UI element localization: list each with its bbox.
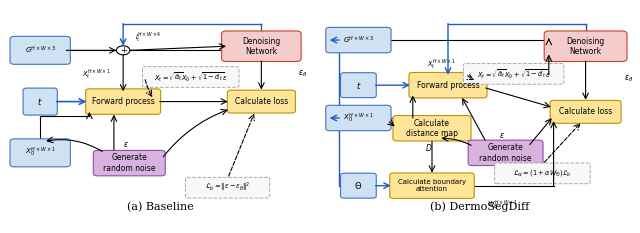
Text: $X_t^{H\times W\times 1}$: $X_t^{H\times W\times 1}$ [81, 67, 111, 81]
FancyBboxPatch shape [393, 116, 471, 141]
Text: $X_t=\sqrt{\bar{\alpha}_t}X_0+\sqrt{1-\bar{\alpha}_t}\epsilon$: $X_t=\sqrt{\bar{\alpha}_t}X_0+\sqrt{1-\b… [154, 70, 227, 84]
Text: $X_t=\sqrt{\bar{\alpha}_t}X_0+\sqrt{1-\bar{\alpha}_t}\epsilon$: $X_t=\sqrt{\bar{\alpha}_t}X_0+\sqrt{1-\b… [477, 67, 550, 81]
Text: (a) Baseline: (a) Baseline [127, 202, 193, 212]
FancyBboxPatch shape [93, 150, 165, 176]
Text: (b) DermoSegDiff: (b) DermoSegDiff [430, 202, 530, 212]
Text: Denoising
Network: Denoising Network [566, 37, 605, 56]
Text: $\Theta$: $\Theta$ [355, 180, 362, 191]
Text: +: + [120, 46, 127, 55]
FancyBboxPatch shape [221, 31, 301, 62]
Text: $G^{H\times W\times 3}$: $G^{H\times W\times 3}$ [343, 34, 374, 46]
Text: $W_\Theta^{H\times W\times 1}$: $W_\Theta^{H\times W\times 1}$ [487, 199, 518, 212]
FancyBboxPatch shape [390, 173, 474, 198]
Text: $X_0^{H\times W\times 1}$: $X_0^{H\times W\times 1}$ [343, 111, 374, 125]
FancyBboxPatch shape [186, 177, 269, 198]
Text: $\epsilon$: $\epsilon$ [499, 130, 506, 140]
Text: Generate
random noise: Generate random noise [479, 143, 532, 163]
Text: $I_t^{H\times W\times 4}$: $I_t^{H\times W\times 4}$ [136, 31, 162, 44]
Text: $t$: $t$ [37, 96, 43, 107]
Text: Calculate
distance map: Calculate distance map [406, 119, 458, 138]
FancyBboxPatch shape [326, 105, 391, 131]
Text: $D$: $D$ [425, 142, 433, 153]
FancyBboxPatch shape [227, 90, 296, 113]
Text: $\epsilon_\theta$: $\epsilon_\theta$ [624, 74, 634, 84]
Text: Calculate loss: Calculate loss [235, 97, 288, 106]
Text: Forward process: Forward process [417, 81, 479, 90]
Circle shape [116, 46, 130, 55]
FancyBboxPatch shape [340, 173, 376, 198]
Text: Generate
random noise: Generate random noise [103, 153, 156, 173]
FancyBboxPatch shape [326, 27, 391, 53]
Text: $\mathcal{L}_w=(1+\alpha W_\Theta)\mathcal{L}_b$: $\mathcal{L}_w=(1+\alpha W_\Theta)\mathc… [513, 168, 572, 178]
FancyBboxPatch shape [10, 36, 70, 64]
FancyBboxPatch shape [86, 89, 161, 114]
Text: Calculate loss: Calculate loss [559, 107, 612, 116]
Text: $\epsilon$: $\epsilon$ [124, 140, 129, 149]
Text: $X_t^{H\times W\times 1}$: $X_t^{H\times W\times 1}$ [427, 57, 456, 71]
FancyBboxPatch shape [463, 64, 564, 84]
FancyBboxPatch shape [23, 88, 58, 115]
FancyBboxPatch shape [468, 140, 543, 166]
FancyBboxPatch shape [495, 163, 590, 184]
Text: $\epsilon_\theta$: $\epsilon_\theta$ [298, 69, 308, 79]
Text: $\mathcal{L}_b=\|\epsilon-\epsilon_\theta\|^2$: $\mathcal{L}_b=\|\epsilon-\epsilon_\thet… [205, 181, 250, 194]
FancyBboxPatch shape [143, 67, 239, 87]
FancyBboxPatch shape [550, 100, 621, 123]
FancyBboxPatch shape [340, 73, 376, 98]
Text: Denoising
Network: Denoising Network [243, 37, 280, 56]
Text: Calculate boundary
attention: Calculate boundary attention [398, 179, 466, 192]
FancyBboxPatch shape [10, 139, 70, 167]
Text: Forward process: Forward process [92, 97, 154, 106]
FancyBboxPatch shape [544, 31, 627, 62]
Text: $t$: $t$ [356, 80, 361, 91]
FancyBboxPatch shape [409, 72, 487, 98]
Text: $G^{H\times W\times 3}$: $G^{H\times W\times 3}$ [24, 45, 56, 56]
Text: $X_0^{H\times W\times 1}$: $X_0^{H\times W\times 1}$ [25, 146, 56, 160]
